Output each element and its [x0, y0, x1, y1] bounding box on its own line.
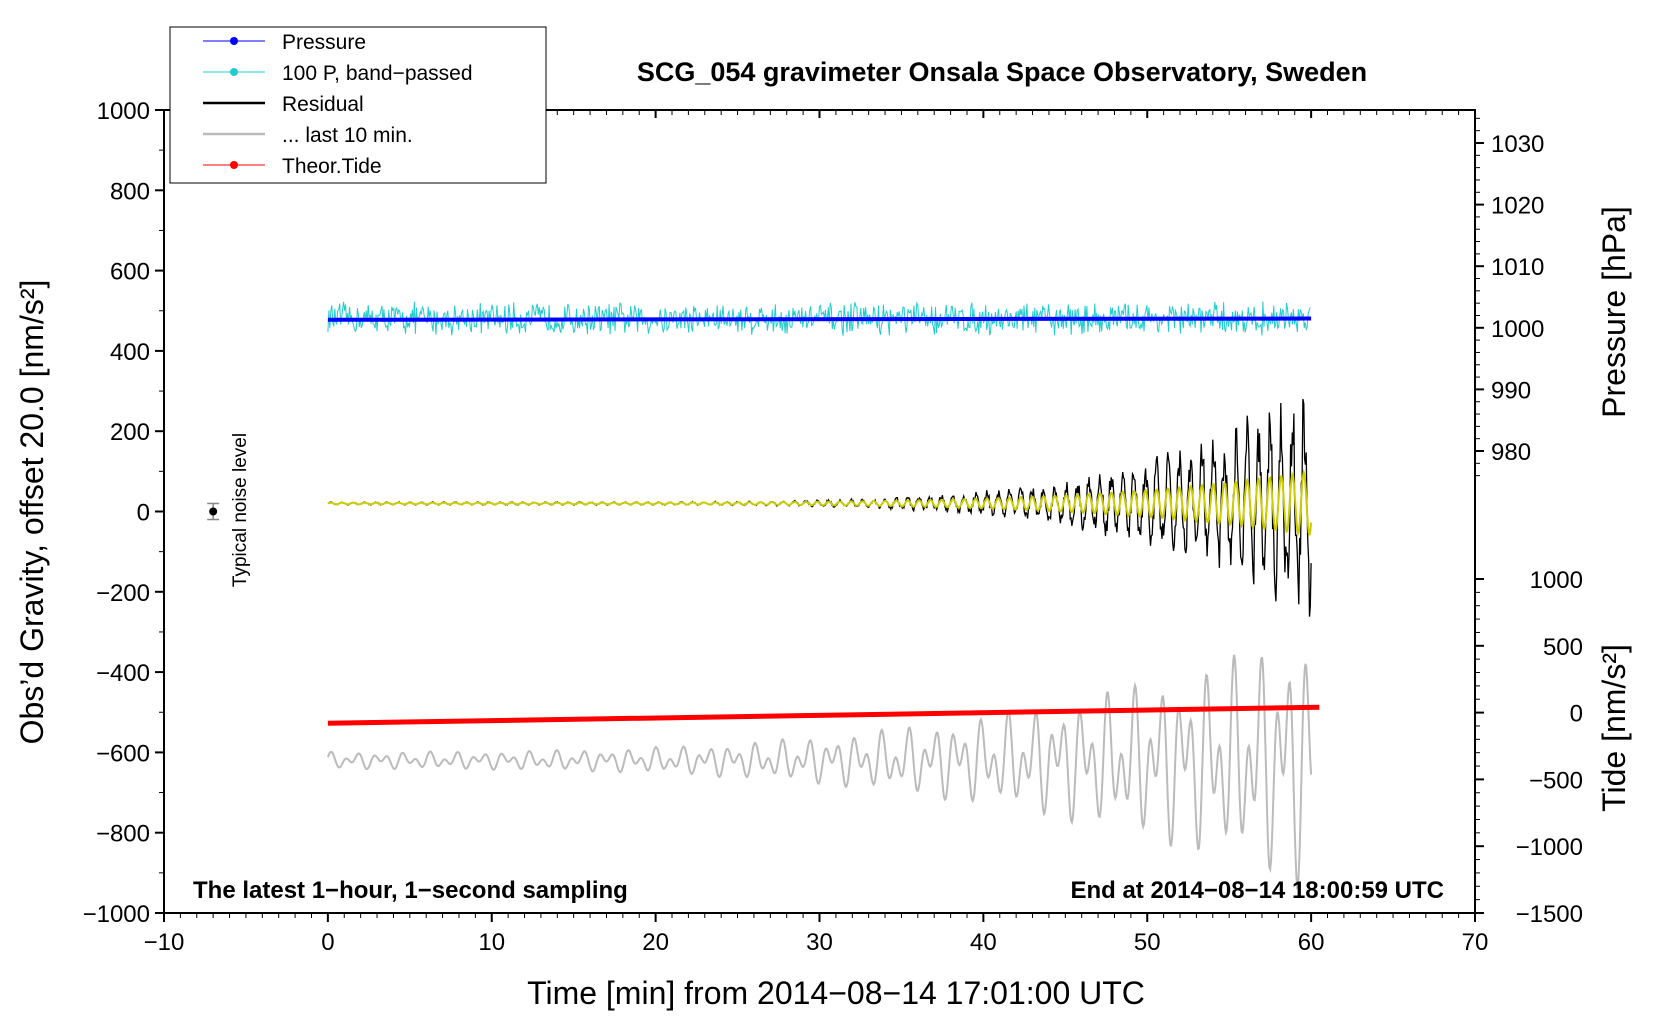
legend-marker [230, 37, 238, 45]
pressure-axis-label: Pressure [hPa] [1596, 206, 1632, 418]
y-tick-label: 400 [110, 339, 150, 366]
legend-marker [230, 68, 238, 76]
pressure-tick-label: 990 [1491, 377, 1531, 404]
series-residual-filtered [327, 468, 1313, 538]
legend-label: 100 P, band−passed [282, 62, 473, 85]
pressure-tick-label: 1010 [1491, 254, 1544, 281]
y-tick-label: −400 [96, 660, 150, 687]
series-band-passed-pressure [327, 301, 1311, 336]
y-tick-label: −1000 [83, 901, 150, 928]
annotation-right: End at 2014−08−14 18:00:59 UTC [1070, 877, 1444, 904]
x-tick-label: 10 [478, 929, 505, 956]
x-tick-label: 60 [1298, 929, 1325, 956]
series-last-10-min [326, 654, 1313, 891]
tide-tick-label: −500 [1529, 767, 1583, 794]
x-tick-label: 70 [1462, 929, 1489, 956]
y-tick-label: 1000 [97, 98, 150, 125]
legend: Pressure 100 P, band−passed Residual ... la… [169, 26, 547, 184]
y-tick-label: −800 [96, 821, 150, 848]
tide-tick-label: 0 [1570, 701, 1583, 728]
x-tick-label: −10 [144, 929, 185, 956]
legend-marker [230, 161, 238, 169]
noise-marker [209, 507, 218, 516]
series-theor-tide [327, 704, 1320, 726]
y-tick-label: −600 [96, 740, 150, 767]
x-axis-label: Time [min] from 2014−08−14 17:01:00 UTC [527, 975, 1145, 1011]
tide-tick-label: −1000 [1516, 834, 1583, 861]
x-tick-label: 0 [321, 929, 334, 956]
y-tick-label: 800 [110, 178, 150, 205]
tide-axis-label: Tide [nm/s²] [1596, 644, 1632, 812]
y-tick-label: 0 [137, 500, 150, 527]
legend-label: Theor.Tide [282, 155, 382, 178]
x-tick-label: 40 [970, 929, 997, 956]
y-tick-label: 600 [110, 259, 150, 286]
x-tick-label: 50 [1134, 929, 1161, 956]
tide-tick-label: 1000 [1530, 567, 1583, 594]
chart-title: SCG_054 gravimeter Onsala Space Observat… [637, 57, 1367, 87]
legend-label: Residual [282, 93, 364, 116]
legend-box [169, 26, 547, 184]
legend-label: ... last 10 min. [282, 124, 413, 147]
pressure-tick-label: 1030 [1491, 131, 1544, 158]
legend-label: Pressure [282, 31, 366, 54]
y-tick-label: 200 [110, 419, 150, 446]
axes-layer: −10 0 10 20 30 40 50 60 70−1000−800−600−400−2000… [14, 26, 1632, 956]
annotation-left: The latest 1−hour, 1−second sampling [193, 877, 628, 904]
y-tick-label: −200 [96, 580, 150, 607]
pressure-tick-label: 1000 [1491, 316, 1544, 343]
x-tick-label: 30 [806, 929, 833, 956]
pressure-tick-label: 980 [1491, 439, 1531, 466]
pressure-tick-label: 1020 [1491, 193, 1544, 220]
noise-label: Typical noise level [230, 433, 251, 587]
series-pressure [327, 316, 1312, 322]
tide-tick-label: 500 [1543, 634, 1583, 661]
y-axis-label: Obs’d Gravity, offset 20.0 [nm/s²] [14, 280, 50, 745]
x-tick-label: 20 [642, 929, 669, 956]
series-layer [207, 301, 1320, 891]
tide-tick-label: −1500 [1516, 901, 1583, 928]
